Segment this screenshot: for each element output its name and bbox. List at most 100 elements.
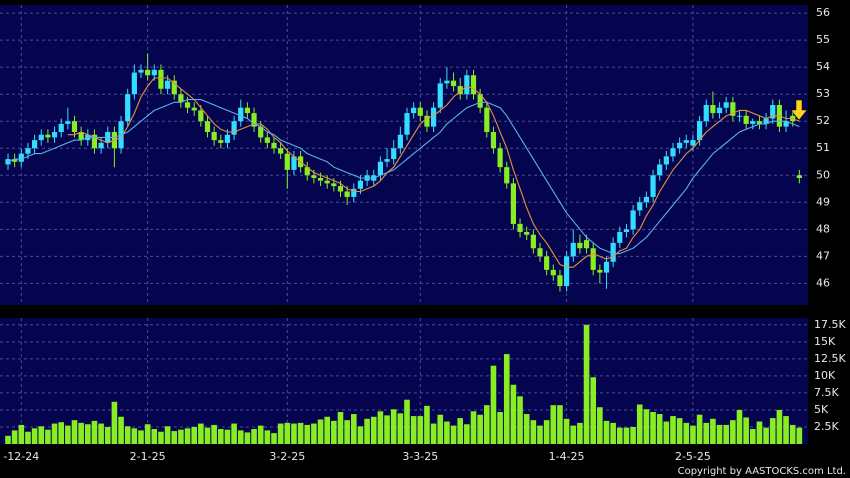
candle-body [504, 167, 510, 184]
x-tick-label: -12-24 [3, 450, 39, 463]
candle-body [218, 140, 224, 143]
candle-body [38, 134, 44, 141]
candle-body [690, 140, 696, 146]
volume-bar [5, 435, 11, 444]
candle-body [437, 83, 443, 108]
volume-bar [51, 423, 58, 444]
volume-bar [104, 426, 111, 444]
candle-body [145, 69, 151, 76]
candle-body [723, 102, 729, 108]
candle-body [45, 134, 51, 138]
candle-body [796, 175, 802, 178]
volume-bar [650, 411, 656, 444]
volume-bar [390, 409, 397, 444]
candle-body [577, 242, 583, 249]
candle-body [617, 232, 623, 243]
volume-bar [85, 424, 91, 444]
candle-body [583, 240, 590, 249]
candle-body [271, 142, 277, 149]
x-tick-label: 3-2-25 [269, 450, 305, 463]
copyright: Copyright by AASTOCKS.com Ltd. [678, 466, 846, 477]
candle-body [783, 121, 789, 127]
candle-body [91, 134, 98, 149]
volume-bar [118, 416, 124, 444]
volume-bar [271, 433, 277, 444]
volume-bar [351, 414, 357, 444]
candle-body [51, 132, 58, 138]
candle-body [610, 242, 616, 262]
volume-bar [583, 324, 590, 444]
moving-average-line [67, 77, 800, 268]
price-panel [0, 5, 808, 305]
volume-bar [796, 427, 803, 444]
y-tick-label: 56 [816, 6, 830, 19]
candle-body [431, 107, 437, 127]
candle-body [683, 140, 689, 143]
volume-bar [424, 405, 430, 444]
volume-bar [291, 423, 297, 444]
candle-body [590, 248, 596, 270]
candle-body [537, 248, 543, 257]
signal-arrow [790, 99, 808, 121]
volume-bar [277, 423, 284, 444]
volume-bar [437, 414, 444, 444]
candle-body [291, 156, 297, 170]
volume-bar [610, 422, 616, 444]
candle-body [158, 69, 164, 89]
volume-bar [144, 424, 151, 444]
volume-bar [736, 409, 743, 444]
candle-body [450, 80, 457, 87]
candle-body [337, 186, 344, 192]
volume-bar [218, 429, 224, 444]
volume-bar [464, 424, 470, 444]
candle-body [258, 126, 264, 138]
y-tick-label: 5K [814, 403, 829, 416]
volume-bar [537, 425, 543, 444]
candle-body [484, 107, 490, 133]
volume-bar [98, 423, 104, 444]
candle-body [404, 113, 410, 135]
candle-body [238, 107, 244, 122]
y-tick-label: 46 [816, 276, 830, 289]
y-tick-label: 12.5K [814, 352, 846, 365]
candle-body [743, 115, 749, 124]
volume-bar [284, 422, 291, 444]
volume-bar [204, 427, 211, 444]
volume-bar [490, 365, 497, 444]
volume-bar [151, 429, 158, 444]
volume-bar [184, 428, 191, 444]
volume-bar [577, 422, 583, 444]
candle-body [444, 80, 450, 84]
candle-body [517, 223, 523, 233]
volume-bar [317, 419, 324, 444]
volume-bar [756, 421, 763, 444]
candle-body [304, 167, 310, 176]
volume-bar [643, 409, 650, 444]
volume-bar [623, 427, 630, 444]
volume-bar [776, 409, 783, 444]
y-tick-label: 48 [816, 222, 830, 235]
volume-bar [211, 424, 217, 444]
volume-bar [65, 425, 71, 444]
candle-body [244, 107, 250, 114]
volume-bar [497, 411, 503, 444]
volume-bar [763, 427, 769, 444]
volume-bar [769, 418, 776, 444]
candle-body [411, 107, 417, 114]
y-tick-label: 55 [816, 33, 830, 46]
candle-body [643, 196, 649, 203]
candle-body [470, 75, 477, 95]
volume-bar [198, 423, 204, 444]
volume-bar [38, 426, 45, 444]
candle-body [231, 121, 237, 135]
candle-body [171, 80, 177, 95]
volume-bar [430, 423, 437, 444]
candle-body [424, 115, 430, 127]
volume-bar [410, 416, 417, 444]
volume-bar [124, 426, 131, 444]
candle-body [18, 153, 24, 162]
volume-bar [703, 422, 710, 444]
volume-bar [264, 430, 271, 444]
volume-bar [158, 431, 164, 444]
volume-bar [723, 424, 729, 444]
